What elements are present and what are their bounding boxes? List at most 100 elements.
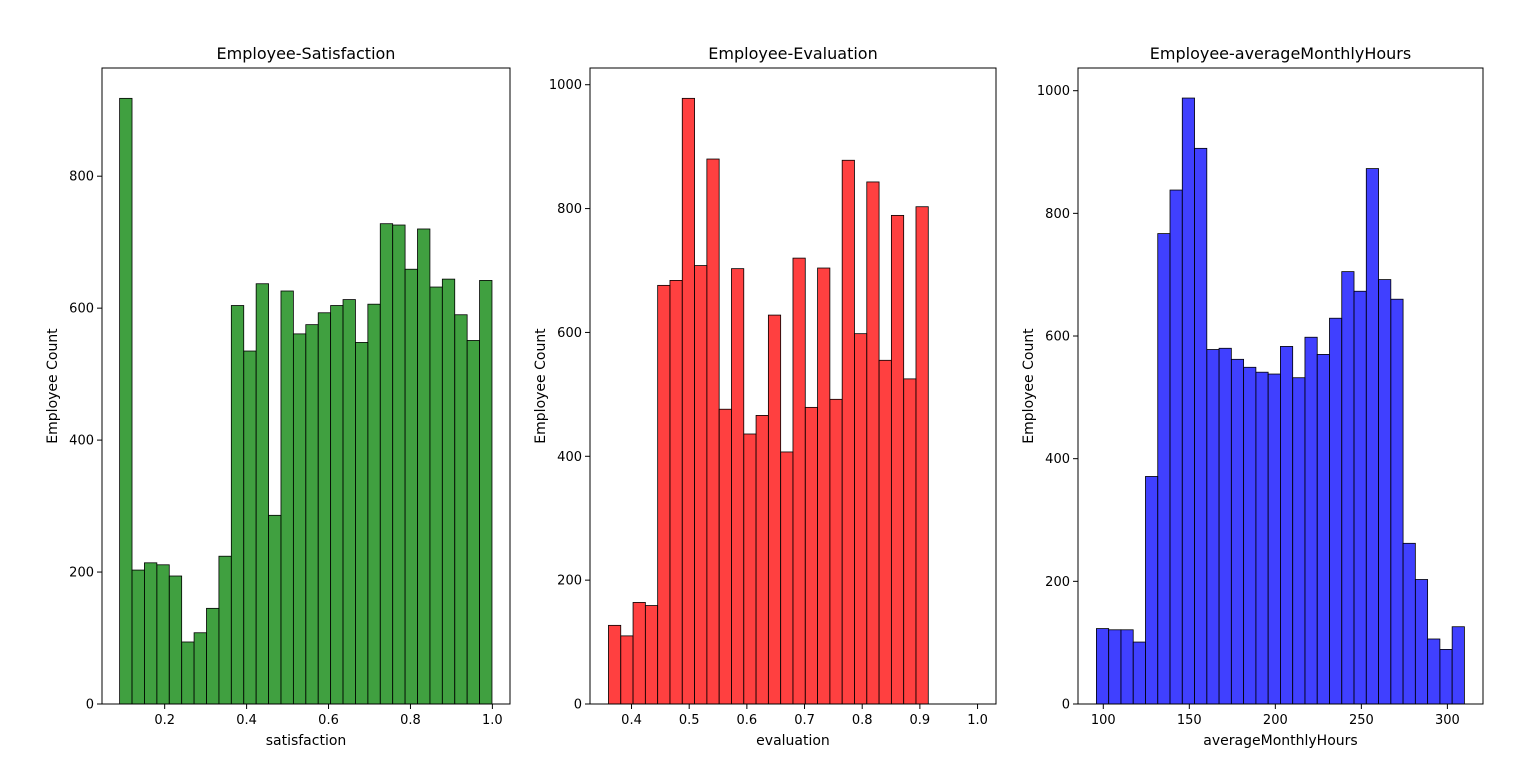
histogram-bar	[404, 268, 418, 705]
histogram-bar	[1304, 336, 1318, 705]
x-tick-label: 0.2	[154, 713, 175, 728]
histogram-bar	[657, 284, 671, 705]
histogram-bar	[355, 342, 369, 705]
histogram-bar	[767, 314, 782, 705]
x-tick-label: 0.7	[794, 713, 815, 728]
y-tick-label: 200	[69, 566, 94, 581]
x-axis-label: averageMonthlyHours	[1203, 733, 1357, 749]
histogram-bar	[681, 97, 695, 705]
histogram-bar	[1402, 542, 1416, 705]
histogram-bar	[330, 305, 344, 705]
histogram-bar	[168, 575, 183, 705]
histogram-bar	[305, 324, 319, 705]
chart-title: Employee-averageMonthlyHours	[1150, 44, 1411, 63]
y-tick-label: 0	[574, 698, 582, 713]
histogram-bar	[1316, 354, 1330, 705]
x-tick-label: 0.9	[910, 713, 931, 728]
histogram-bar	[1255, 371, 1269, 705]
x-tick-label: 100	[1091, 713, 1116, 728]
histogram-bar	[417, 228, 431, 705]
histogram-bar	[841, 159, 855, 705]
y-tick-label: 0	[86, 698, 94, 713]
histogram-bar	[1378, 279, 1392, 705]
histogram-bar	[206, 607, 220, 705]
histogram-bar	[620, 635, 634, 705]
histogram-bar	[1169, 189, 1183, 705]
x-tick-label: 1.0	[967, 713, 988, 728]
histogram-bar	[1451, 626, 1465, 705]
histogram-bar	[829, 398, 843, 705]
histogram-bar	[1341, 271, 1355, 705]
histogram-bar	[1120, 629, 1134, 705]
histogram-bar	[1096, 628, 1110, 705]
histogram-bar	[1132, 641, 1146, 705]
x-tick-label: 0.5	[679, 713, 700, 728]
histogram-bar	[255, 283, 269, 705]
histogram-bar	[144, 562, 158, 705]
histogram-bar	[1194, 147, 1208, 705]
y-tick-label: 200	[557, 574, 582, 589]
histogram-bar	[1365, 168, 1379, 705]
histogram-bar	[780, 451, 794, 705]
histogram-bar	[193, 632, 207, 705]
y-tick-label: 0	[1062, 698, 1070, 713]
histogram-bar	[1108, 629, 1122, 705]
histogram-bar	[1353, 290, 1367, 705]
histogram-bar	[817, 267, 831, 705]
histogram-bar	[903, 378, 917, 705]
y-tick-label: 400	[1045, 452, 1070, 467]
histogram-bar	[230, 305, 245, 705]
histogram-bar	[429, 286, 443, 705]
y-tick-label: 800	[1045, 207, 1070, 222]
y-tick-label: 600	[1045, 330, 1070, 345]
x-tick-label: 250	[1349, 713, 1374, 728]
histogram-bar	[1390, 298, 1404, 705]
histogram-bar	[1267, 373, 1281, 705]
panel-satisfaction: 0.2 0.4 0.6 0.8 1.0 0 200 400 600 800 Employee-Sat…	[45, 44, 511, 749]
x-axis-label: evaluation	[756, 733, 830, 749]
y-tick-label: 1000	[549, 78, 582, 93]
histogram-bar	[441, 278, 456, 705]
histogram-bar	[1243, 366, 1257, 705]
histogram-bar	[119, 97, 133, 705]
histogram-bar	[644, 605, 659, 705]
histogram-bar	[878, 359, 892, 705]
x-tick-label: 1.0	[482, 713, 503, 728]
x-tick-label: 0.8	[400, 713, 421, 728]
x-tick-label: 0.4	[236, 713, 257, 728]
histogram-bar	[792, 257, 806, 705]
y-tick-label: 600	[557, 326, 582, 341]
histogram-bar	[466, 340, 480, 705]
histogram-bar	[479, 280, 493, 705]
histogram-bar	[317, 312, 332, 705]
histogram-bar	[280, 290, 294, 705]
histogram-bar	[342, 299, 356, 705]
histogram-bar	[890, 214, 905, 705]
axes-frame	[589, 67, 997, 705]
axes-frame	[1077, 67, 1484, 705]
x-tick-label: 300	[1435, 713, 1460, 728]
histogram-bar	[718, 408, 732, 705]
histogram-bar	[915, 206, 929, 705]
x-tick-label: 0.6	[318, 713, 339, 728]
histogram-bar	[1427, 638, 1441, 705]
histogram-bar	[1439, 649, 1453, 705]
y-axis-label: Employee Count	[1021, 328, 1037, 444]
x-tick-label: 0.6	[737, 713, 758, 728]
histogram-bar	[669, 280, 683, 705]
y-tick-label: 600	[69, 302, 94, 317]
y-tick-label: 800	[557, 202, 582, 217]
histogram-bar	[181, 641, 195, 705]
y-tick-label: 400	[557, 450, 582, 465]
x-tick-label: 200	[1263, 713, 1288, 728]
histogram-bar	[632, 602, 646, 705]
y-axis-label: Employee Count	[45, 328, 61, 444]
histogram-bar	[854, 333, 868, 705]
x-tick-label: 0.8	[852, 713, 873, 728]
histogram-bar	[1181, 97, 1195, 705]
histogram-bar	[731, 268, 745, 705]
histogram-bar	[1230, 358, 1245, 705]
histogram-bar	[608, 624, 622, 705]
histogram-bar	[804, 406, 818, 705]
